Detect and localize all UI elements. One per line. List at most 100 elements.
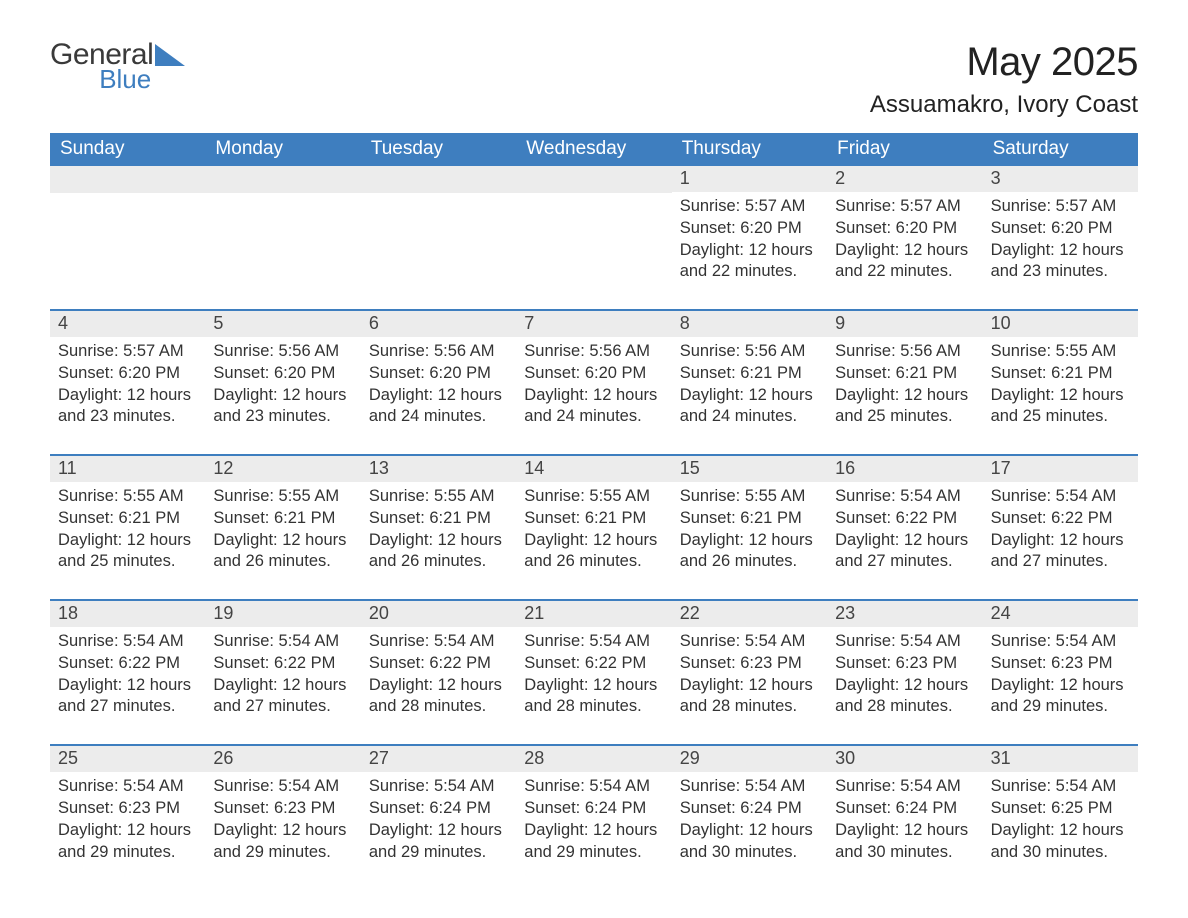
day-number: 9: [827, 311, 982, 337]
sunrise-line: Sunrise: 5:57 AM: [680, 196, 819, 218]
week-row: 1Sunrise: 5:57 AMSunset: 6:20 PMDaylight…: [50, 166, 1138, 283]
sunset-line: Sunset: 6:23 PM: [58, 798, 197, 820]
sunrise-line: Sunrise: 5:56 AM: [369, 341, 508, 363]
day-details: Sunrise: 5:54 AMSunset: 6:22 PMDaylight:…: [205, 627, 360, 718]
daylight-line: Daylight: 12 hours and 30 minutes.: [680, 820, 819, 864]
day-cell-empty: [361, 166, 516, 283]
daylight-line: Daylight: 12 hours and 29 minutes.: [991, 675, 1130, 719]
sunrise-line: Sunrise: 5:54 AM: [991, 776, 1130, 798]
weekday-friday: Friday: [827, 133, 982, 166]
weekday-thursday: Thursday: [672, 133, 827, 166]
day-cell: 5Sunrise: 5:56 AMSunset: 6:20 PMDaylight…: [205, 311, 360, 428]
sunrise-line: Sunrise: 5:54 AM: [58, 631, 197, 653]
empty-day-bar: [205, 166, 360, 193]
day-details: Sunrise: 5:54 AMSunset: 6:24 PMDaylight:…: [516, 772, 671, 863]
daylight-line: Daylight: 12 hours and 27 minutes.: [991, 530, 1130, 574]
sunset-line: Sunset: 6:22 PM: [524, 653, 663, 675]
weekday-wednesday: Wednesday: [516, 133, 671, 166]
day-details: Sunrise: 5:57 AMSunset: 6:20 PMDaylight:…: [827, 192, 982, 283]
day-number: 4: [50, 311, 205, 337]
sunset-line: Sunset: 6:21 PM: [524, 508, 663, 530]
weekday-saturday: Saturday: [983, 133, 1138, 166]
day-cell: 20Sunrise: 5:54 AMSunset: 6:22 PMDayligh…: [361, 601, 516, 718]
day-details: Sunrise: 5:57 AMSunset: 6:20 PMDaylight:…: [672, 192, 827, 283]
sunrise-line: Sunrise: 5:54 AM: [835, 776, 974, 798]
day-number: 20: [361, 601, 516, 627]
day-details: Sunrise: 5:56 AMSunset: 6:21 PMDaylight:…: [672, 337, 827, 428]
weekday-sunday: Sunday: [50, 133, 205, 166]
day-details: Sunrise: 5:55 AMSunset: 6:21 PMDaylight:…: [361, 482, 516, 573]
day-cell: 31Sunrise: 5:54 AMSunset: 6:25 PMDayligh…: [983, 746, 1138, 863]
day-details: Sunrise: 5:57 AMSunset: 6:20 PMDaylight:…: [983, 192, 1138, 283]
daylight-line: Daylight: 12 hours and 26 minutes.: [369, 530, 508, 574]
sunrise-line: Sunrise: 5:55 AM: [213, 486, 352, 508]
daylight-line: Daylight: 12 hours and 28 minutes.: [680, 675, 819, 719]
day-cell: 3Sunrise: 5:57 AMSunset: 6:20 PMDaylight…: [983, 166, 1138, 283]
day-number: 3: [983, 166, 1138, 192]
day-details: Sunrise: 5:54 AMSunset: 6:24 PMDaylight:…: [827, 772, 982, 863]
sunset-line: Sunset: 6:23 PM: [991, 653, 1130, 675]
sunset-line: Sunset: 6:24 PM: [835, 798, 974, 820]
day-number: 26: [205, 746, 360, 772]
sunrise-line: Sunrise: 5:57 AM: [835, 196, 974, 218]
week-row: 25Sunrise: 5:54 AMSunset: 6:23 PMDayligh…: [50, 744, 1138, 863]
week-row: 4Sunrise: 5:57 AMSunset: 6:20 PMDaylight…: [50, 309, 1138, 428]
daylight-line: Daylight: 12 hours and 24 minutes.: [369, 385, 508, 429]
day-number: 5: [205, 311, 360, 337]
sunset-line: Sunset: 6:22 PM: [369, 653, 508, 675]
sunset-line: Sunset: 6:23 PM: [680, 653, 819, 675]
sunrise-line: Sunrise: 5:55 AM: [680, 486, 819, 508]
day-number: 1: [672, 166, 827, 192]
empty-day-bar: [50, 166, 205, 193]
sunset-line: Sunset: 6:20 PM: [524, 363, 663, 385]
day-number: 11: [50, 456, 205, 482]
daylight-line: Daylight: 12 hours and 22 minutes.: [680, 240, 819, 284]
day-cell-empty: [205, 166, 360, 283]
day-cell: 21Sunrise: 5:54 AMSunset: 6:22 PMDayligh…: [516, 601, 671, 718]
sunrise-line: Sunrise: 5:54 AM: [835, 486, 974, 508]
day-cell: 9Sunrise: 5:56 AMSunset: 6:21 PMDaylight…: [827, 311, 982, 428]
day-cell: 7Sunrise: 5:56 AMSunset: 6:20 PMDaylight…: [516, 311, 671, 428]
day-number: 10: [983, 311, 1138, 337]
day-cell: 8Sunrise: 5:56 AMSunset: 6:21 PMDaylight…: [672, 311, 827, 428]
sunset-line: Sunset: 6:21 PM: [835, 363, 974, 385]
sunrise-line: Sunrise: 5:54 AM: [835, 631, 974, 653]
sunrise-line: Sunrise: 5:55 AM: [369, 486, 508, 508]
day-details: Sunrise: 5:55 AMSunset: 6:21 PMDaylight:…: [50, 482, 205, 573]
sunrise-line: Sunrise: 5:54 AM: [991, 486, 1130, 508]
daylight-line: Daylight: 12 hours and 26 minutes.: [524, 530, 663, 574]
day-cell: 15Sunrise: 5:55 AMSunset: 6:21 PMDayligh…: [672, 456, 827, 573]
daylight-line: Daylight: 12 hours and 27 minutes.: [835, 530, 974, 574]
day-details: Sunrise: 5:55 AMSunset: 6:21 PMDaylight:…: [205, 482, 360, 573]
day-number: 27: [361, 746, 516, 772]
sunrise-line: Sunrise: 5:54 AM: [680, 776, 819, 798]
day-cell: 11Sunrise: 5:55 AMSunset: 6:21 PMDayligh…: [50, 456, 205, 573]
day-cell: 10Sunrise: 5:55 AMSunset: 6:21 PMDayligh…: [983, 311, 1138, 428]
daylight-line: Daylight: 12 hours and 25 minutes.: [58, 530, 197, 574]
daylight-line: Daylight: 12 hours and 23 minutes.: [213, 385, 352, 429]
day-number: 2: [827, 166, 982, 192]
sunrise-line: Sunrise: 5:55 AM: [991, 341, 1130, 363]
weeks-container: 1Sunrise: 5:57 AMSunset: 6:20 PMDaylight…: [50, 166, 1138, 863]
day-cell: 4Sunrise: 5:57 AMSunset: 6:20 PMDaylight…: [50, 311, 205, 428]
day-number: 18: [50, 601, 205, 627]
day-number: 6: [361, 311, 516, 337]
weekday-header-row: SundayMondayTuesdayWednesdayThursdayFrid…: [50, 133, 1138, 166]
sunrise-line: Sunrise: 5:56 AM: [680, 341, 819, 363]
daylight-line: Daylight: 12 hours and 30 minutes.: [991, 820, 1130, 864]
sunrise-line: Sunrise: 5:56 AM: [835, 341, 974, 363]
day-cell: 14Sunrise: 5:55 AMSunset: 6:21 PMDayligh…: [516, 456, 671, 573]
calendar: SundayMondayTuesdayWednesdayThursdayFrid…: [50, 133, 1138, 863]
daylight-line: Daylight: 12 hours and 28 minutes.: [835, 675, 974, 719]
day-cell: 26Sunrise: 5:54 AMSunset: 6:23 PMDayligh…: [205, 746, 360, 863]
day-details: Sunrise: 5:56 AMSunset: 6:21 PMDaylight:…: [827, 337, 982, 428]
daylight-line: Daylight: 12 hours and 25 minutes.: [991, 385, 1130, 429]
sunrise-line: Sunrise: 5:54 AM: [58, 776, 197, 798]
day-number: 28: [516, 746, 671, 772]
daylight-line: Daylight: 12 hours and 29 minutes.: [524, 820, 663, 864]
empty-day-bar: [361, 166, 516, 193]
day-number: 7: [516, 311, 671, 337]
day-details: Sunrise: 5:54 AMSunset: 6:23 PMDaylight:…: [205, 772, 360, 863]
sunrise-line: Sunrise: 5:54 AM: [213, 776, 352, 798]
sunset-line: Sunset: 6:20 PM: [680, 218, 819, 240]
